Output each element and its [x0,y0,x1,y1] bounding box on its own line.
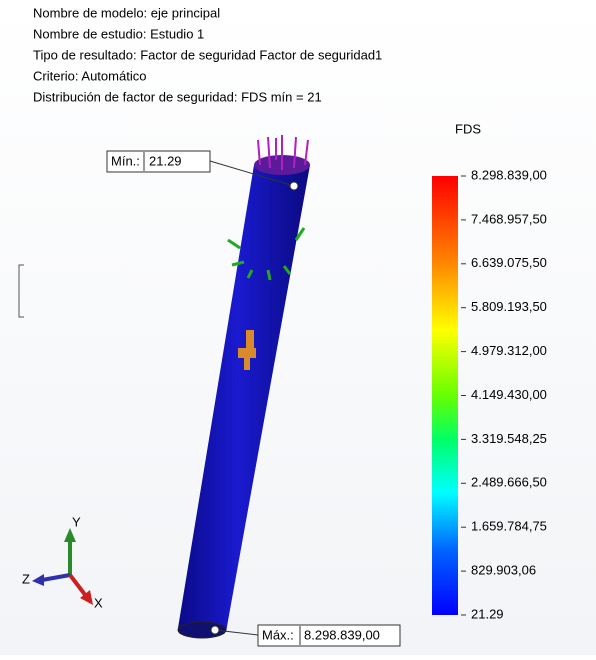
header-line: Criterio: Automático [33,68,146,83]
legend-label: 8.298.839,00 [471,167,547,182]
min-label: Mín.: [111,153,140,168]
max-point [211,626,219,634]
min-point [290,182,298,190]
legend-label: 5.809.193,50 [471,299,547,314]
legend-label: 1.659.784,75 [471,519,547,534]
legend-label: 3.319.548,25 [471,431,547,446]
viewport: Nombre de modelo: eje principal Nombre de… [0,0,596,655]
axis-z: Z [22,571,30,586]
color-bar [432,176,458,615]
header-line: Nombre de modelo: eje principal [33,5,220,20]
legend-label: 2.489.666,50 [471,475,547,490]
page: Nombre de modelo: eje principal Nombre de… [0,0,596,655]
min-value: 21.29 [149,153,182,168]
legend-label: 4.149.430,00 [471,387,547,402]
header-line: Tipo de resultado: Factor de seguridad F… [33,47,382,62]
legend-label: 21.29 [471,606,504,621]
max-label: Máx.: [262,627,294,642]
legend-label: 4.979.312,00 [471,343,547,358]
axis-y: Y [72,514,81,529]
legend-title: FDS [455,121,481,136]
legend-label: 6.639.075,50 [471,255,547,270]
header-line: Distribución de factor de seguridad: FDS… [33,89,322,104]
max-value: 8.298.839,00 [304,627,380,642]
axis-x: X [94,595,103,610]
legend-label: 7.468.957,50 [471,211,547,226]
header-line: Nombre de estudio: Estudio 1 [33,26,204,41]
legend-label: 829.903,06 [471,563,536,578]
